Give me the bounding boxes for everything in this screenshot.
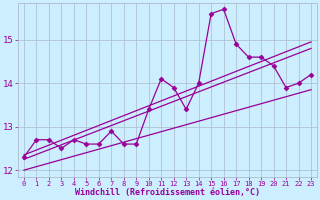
X-axis label: Windchill (Refroidissement éolien,°C): Windchill (Refroidissement éolien,°C)	[75, 188, 260, 197]
